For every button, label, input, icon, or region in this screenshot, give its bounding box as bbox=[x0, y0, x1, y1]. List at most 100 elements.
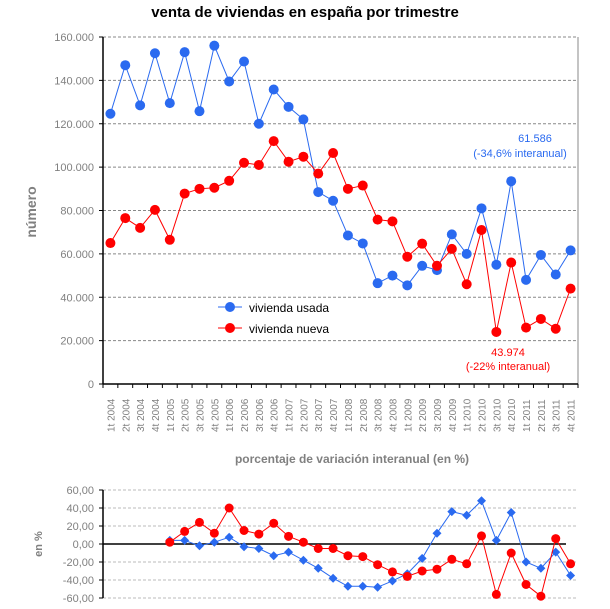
data-point bbox=[417, 238, 428, 249]
data-point bbox=[284, 547, 294, 557]
data-point bbox=[387, 216, 398, 227]
data-point bbox=[269, 518, 279, 528]
data-point bbox=[313, 563, 323, 573]
chart-title: venta de viviendas en españa por trimest… bbox=[151, 4, 459, 21]
data-point bbox=[239, 542, 249, 552]
data-point bbox=[239, 526, 249, 535]
data-point bbox=[566, 571, 576, 580]
data-point bbox=[521, 557, 531, 567]
data-point bbox=[268, 136, 279, 147]
x-tick-label: 2t 2009 bbox=[418, 398, 429, 432]
data-point bbox=[313, 544, 323, 553]
data-point bbox=[342, 230, 353, 241]
x-tick-label: 2t 2004 bbox=[121, 398, 132, 432]
data-point bbox=[462, 510, 472, 520]
data-point bbox=[372, 278, 383, 289]
x-tick-label: 1t 2009 bbox=[403, 398, 414, 432]
x-tick-label: 4t 2006 bbox=[270, 398, 281, 432]
data-point bbox=[506, 176, 517, 187]
data-point bbox=[491, 259, 502, 270]
data-point bbox=[342, 183, 353, 194]
data-point bbox=[432, 564, 442, 574]
data-point bbox=[209, 182, 220, 193]
x-tick-label: 1t 2005 bbox=[166, 398, 177, 432]
annotation-usada-change: (-34,6% interanual) bbox=[473, 148, 567, 160]
x-tick-label: 4t 2009 bbox=[448, 398, 459, 432]
data-point bbox=[283, 156, 294, 167]
data-point bbox=[194, 183, 205, 194]
data-point bbox=[535, 249, 546, 260]
x-tick-label: 2t 2011 bbox=[537, 399, 548, 432]
data-point bbox=[521, 322, 532, 333]
data-point bbox=[343, 551, 353, 561]
data-point bbox=[372, 214, 383, 225]
data-point bbox=[328, 573, 338, 583]
data-point bbox=[298, 537, 308, 547]
data-point bbox=[491, 535, 501, 545]
chart2-title: porcentaje de variación interanual (en %… bbox=[235, 452, 469, 466]
y-tick-label: -60,00 bbox=[63, 593, 94, 605]
data-point bbox=[253, 159, 264, 170]
y-axis-label: número bbox=[23, 186, 39, 237]
data-point bbox=[224, 175, 235, 186]
y-tick-label: -40,00 bbox=[63, 575, 94, 587]
series-line bbox=[169, 499, 572, 588]
data-point bbox=[328, 195, 339, 206]
data-point bbox=[313, 187, 324, 198]
data-point bbox=[446, 243, 457, 254]
data-point bbox=[180, 535, 190, 545]
data-point bbox=[224, 76, 235, 87]
y-axis-label: en % bbox=[33, 531, 45, 557]
series-line-usada bbox=[109, 44, 572, 286]
data-point bbox=[551, 534, 561, 544]
data-point bbox=[565, 283, 576, 294]
y-tick-label: 160.000 bbox=[54, 32, 94, 44]
y-tick-label: 100.000 bbox=[54, 162, 94, 174]
annotation-nueva-value: 43.974 bbox=[491, 347, 525, 359]
x-tick-label: 3t 2008 bbox=[374, 398, 385, 432]
data-point bbox=[447, 507, 457, 517]
data-point bbox=[387, 576, 397, 586]
data-point bbox=[298, 151, 309, 162]
data-point bbox=[298, 555, 308, 565]
y-tick-label: 20.000 bbox=[60, 336, 94, 348]
x-tick-label: 2t 2006 bbox=[240, 398, 251, 432]
data-point bbox=[521, 274, 532, 285]
data-point bbox=[417, 553, 427, 563]
data-point bbox=[432, 528, 442, 538]
data-point bbox=[402, 280, 413, 291]
data-point bbox=[194, 541, 204, 551]
data-point bbox=[283, 101, 294, 112]
data-point bbox=[387, 270, 398, 281]
data-point bbox=[253, 118, 264, 129]
legend-label: vivienda usada bbox=[249, 301, 329, 315]
data-point bbox=[357, 180, 368, 191]
data-point bbox=[165, 537, 175, 547]
data-point bbox=[239, 56, 250, 67]
data-point bbox=[149, 48, 160, 59]
y-tick-label: 0,00 bbox=[73, 539, 94, 551]
x-tick-label: 4t 2004 bbox=[151, 398, 162, 432]
data-point bbox=[506, 548, 516, 558]
x-tick-label: 4t 2011 bbox=[567, 399, 578, 432]
x-tick-label: 1t 2007 bbox=[285, 398, 296, 432]
data-point bbox=[417, 260, 428, 271]
data-point bbox=[417, 566, 427, 576]
y-tick-label: 80.000 bbox=[60, 206, 94, 218]
x-tick-label: 3t 2004 bbox=[136, 398, 147, 432]
data-point bbox=[105, 108, 116, 119]
data-point bbox=[551, 547, 561, 557]
data-point bbox=[461, 279, 472, 290]
data-point bbox=[446, 229, 457, 240]
x-tick-label: 3t 2007 bbox=[314, 398, 325, 432]
data-point bbox=[239, 157, 250, 168]
legend-marker bbox=[225, 323, 235, 333]
y-tick-label: -20,00 bbox=[63, 557, 94, 569]
y-tick-label: 40.000 bbox=[60, 292, 94, 304]
data-point bbox=[431, 260, 442, 271]
x-tick-label: 1t 2008 bbox=[344, 398, 355, 432]
x-tick-label: 4t 2005 bbox=[210, 398, 221, 432]
data-point bbox=[491, 326, 502, 337]
y-tick-label: 60.000 bbox=[60, 249, 94, 261]
data-point bbox=[402, 251, 413, 262]
